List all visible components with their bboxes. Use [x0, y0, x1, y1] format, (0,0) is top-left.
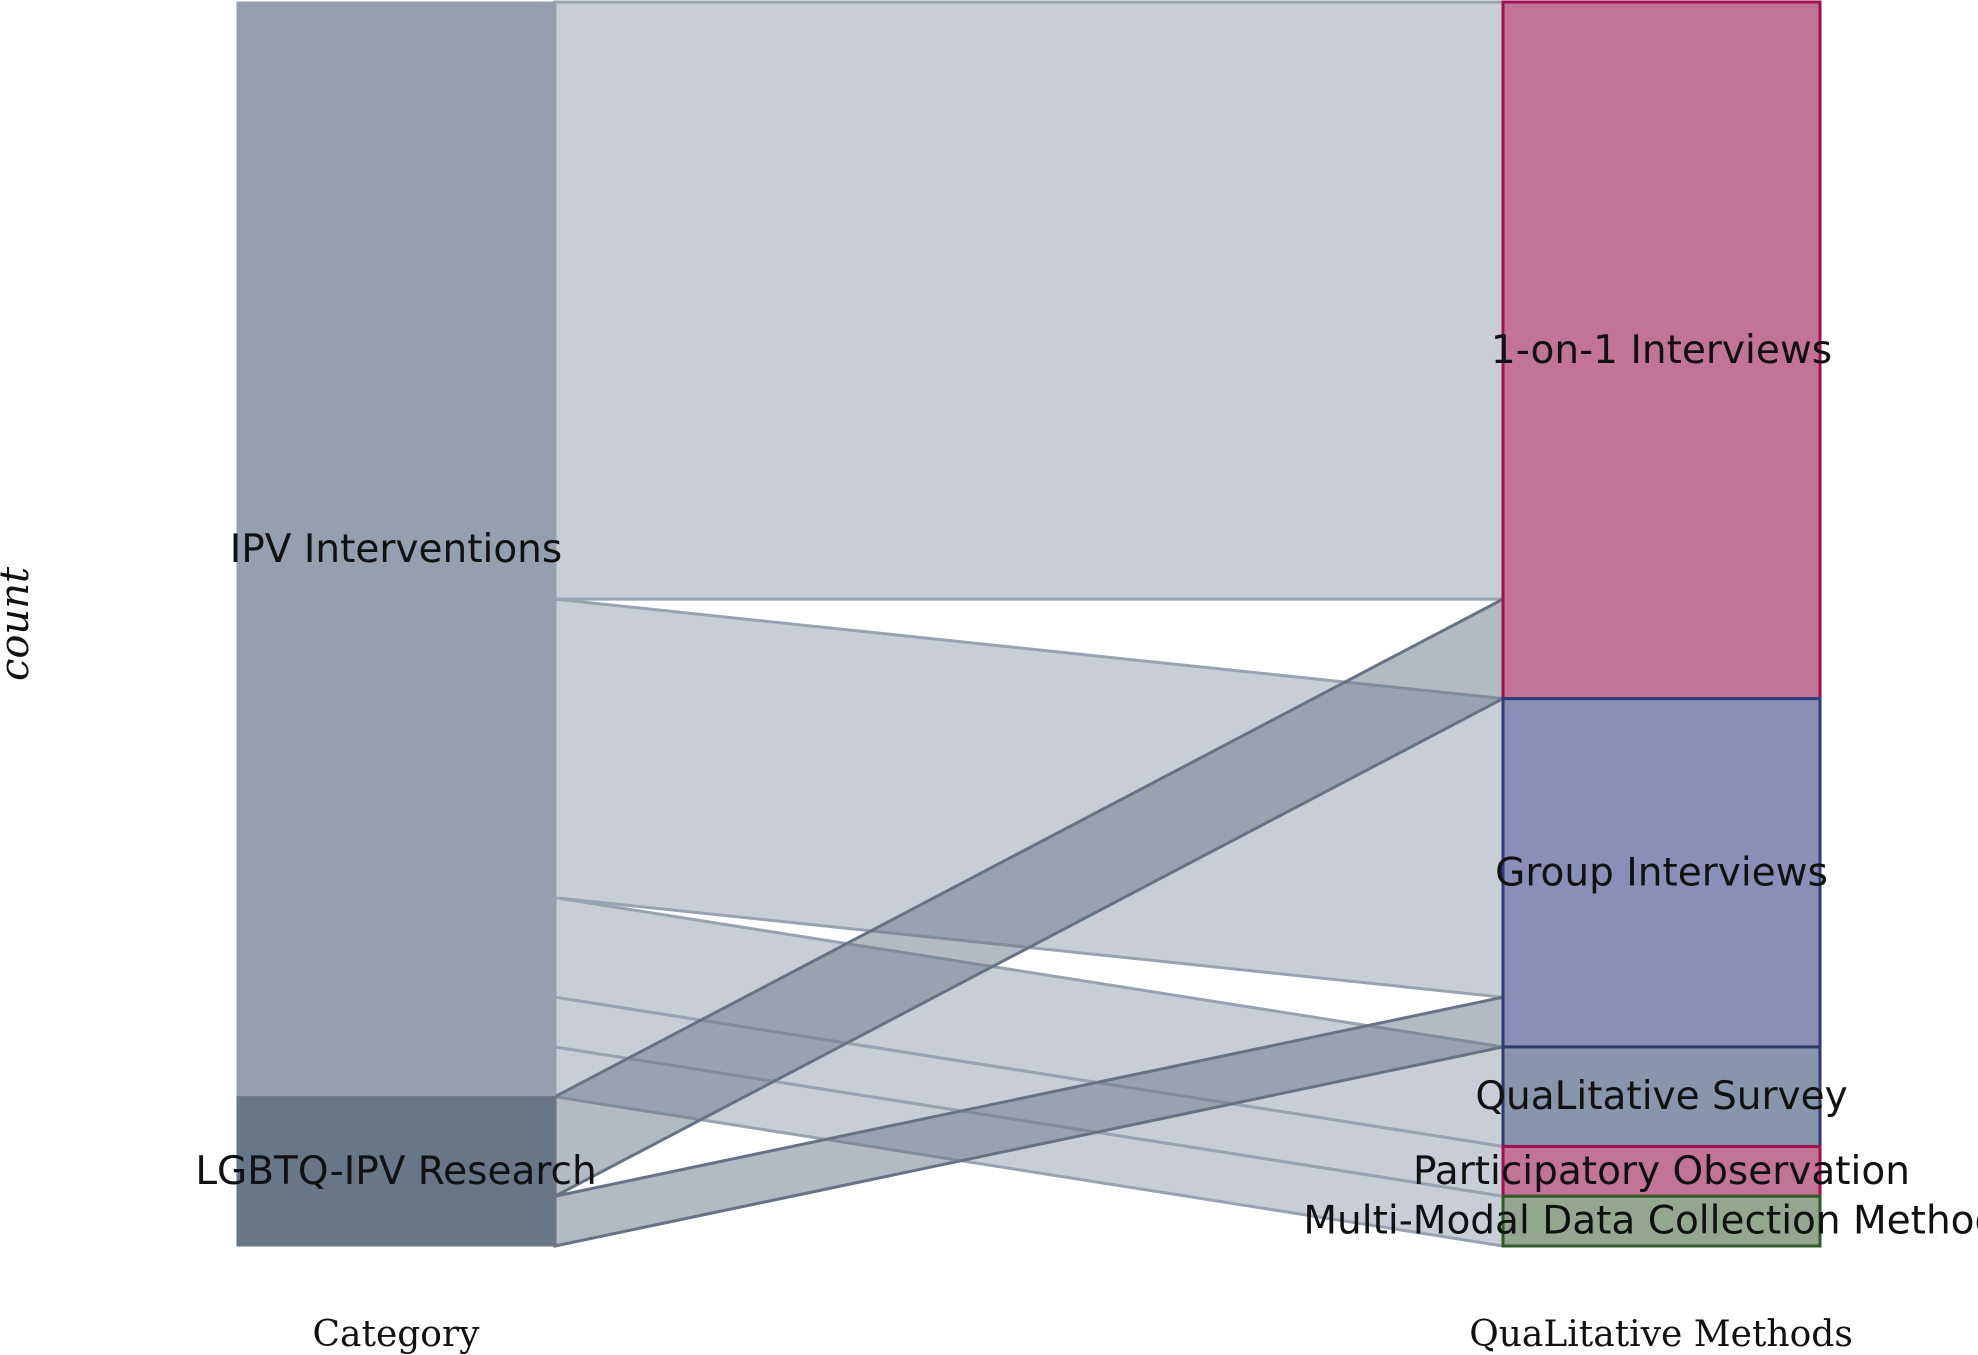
right-node-participatory-observation: [1501, 1144, 1822, 1198]
flow-ipv-interventions-to-1-on-1-interviews: [553, 0, 1505, 601]
flows-layer: [553, 0, 1505, 1248]
right-node-label-participatory-observation: Participatory Observation: [1413, 1149, 1910, 1194]
right-node-qualitative-survey: [1501, 1045, 1822, 1148]
right-node-group-interviews: [1501, 697, 1822, 1049]
y-axis-label: count: [0, 566, 38, 681]
left-node-ipv-interventions: [236, 1, 556, 1098]
axis-label-qualitative-methods: QuaLitative Methods: [1469, 1314, 1853, 1355]
nodes-layer: [236, 0, 1822, 1248]
left-node-label-ipv-interventions: IPV Interventions: [230, 527, 562, 572]
right-node-1-on-1-interviews: [1501, 0, 1822, 701]
left-node-lgbtq-ipv-research: [236, 1096, 556, 1247]
right-node-label-group-interviews: Group Interviews: [1495, 850, 1828, 895]
axis-label-category: Category: [312, 1314, 480, 1355]
labels-layer: IPV Interventions LGBTQ-IPV Research 1-on-…: [195, 328, 1978, 1244]
right-node-label-qualitative-survey: QuaLitative Survey: [1475, 1074, 1847, 1119]
right-node-label-multi-modal-data-collection-methods: Multi-Modal Data Collection Methods: [1303, 1199, 1978, 1244]
right-node-label-1-on-1-interviews: 1-on-1 Interviews: [1491, 328, 1832, 373]
left-node-label-lgbtq-ipv-research: LGBTQ-IPV Research: [195, 1149, 596, 1194]
right-node-multi-modal-data-collection-methods: [1501, 1194, 1822, 1248]
